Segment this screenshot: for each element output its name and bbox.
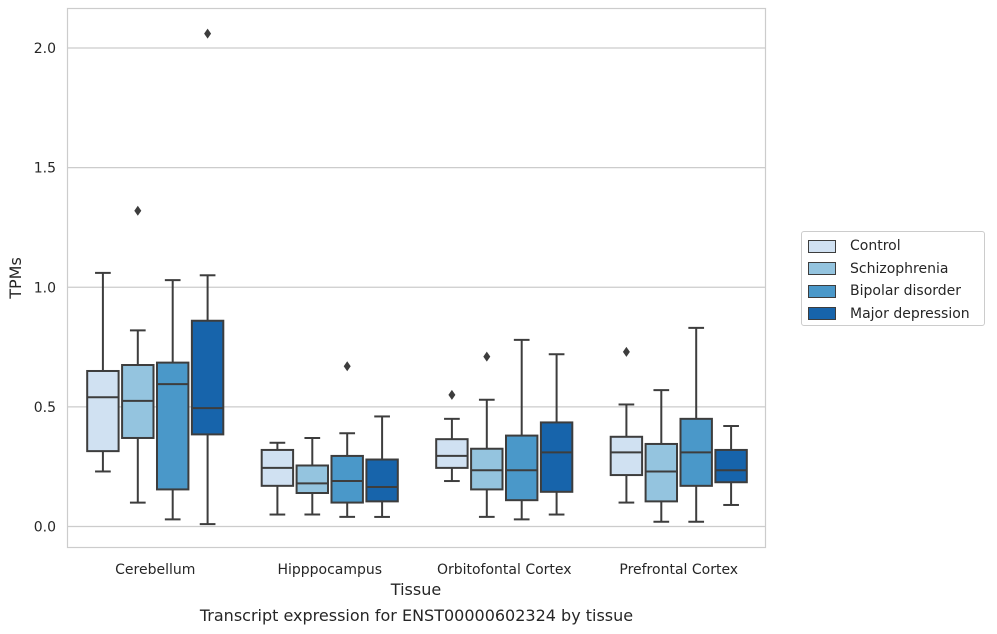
box-plot-groups bbox=[86, 28, 748, 526]
box-plot bbox=[190, 28, 225, 526]
x-tick-label: Prefrontal Cortex bbox=[619, 562, 738, 578]
box-plot bbox=[435, 389, 469, 483]
legend-swatch bbox=[808, 307, 836, 320]
legend-swatch bbox=[808, 284, 836, 298]
box-plot bbox=[365, 415, 399, 518]
outlier-marker bbox=[343, 361, 351, 372]
legend-item: Bipolar disorder bbox=[808, 281, 961, 301]
outlier-marker bbox=[622, 346, 630, 357]
box-iqr bbox=[155, 361, 190, 491]
box-plot bbox=[470, 351, 504, 518]
box-plot bbox=[86, 271, 120, 473]
x-tick-label: Orbitofontal Cortex bbox=[437, 562, 572, 578]
legend-label: Control bbox=[850, 238, 901, 254]
box-iqr bbox=[644, 442, 679, 503]
box-iqr bbox=[470, 447, 504, 491]
outlier-marker bbox=[483, 351, 491, 362]
box-iqr bbox=[365, 458, 399, 503]
box-plot bbox=[679, 326, 713, 523]
outlier-marker bbox=[204, 28, 212, 39]
outlier-marker bbox=[448, 389, 456, 400]
legend-swatch bbox=[808, 239, 836, 253]
legend: Control Schizophrenia Bipolar disorder Majo… bbox=[801, 231, 985, 326]
y-tick-label: 0.5 bbox=[34, 400, 56, 416]
box-plot bbox=[644, 389, 679, 523]
box-plot bbox=[330, 361, 364, 518]
box-iqr bbox=[435, 438, 469, 469]
box-iqr bbox=[714, 448, 748, 484]
box-plot bbox=[609, 346, 644, 504]
box-iqr bbox=[609, 435, 644, 477]
box-plot bbox=[260, 441, 295, 516]
box-iqr bbox=[190, 319, 225, 436]
box-plot bbox=[155, 279, 190, 521]
y-tick-label: 2.0 bbox=[34, 41, 56, 57]
y-axis-label: TPMs bbox=[6, 257, 25, 300]
box-iqr bbox=[504, 434, 539, 502]
y-tick-label: 0.0 bbox=[34, 520, 56, 536]
box-plot bbox=[295, 436, 330, 516]
plot-area-frame bbox=[66, 7, 767, 549]
box-iqr bbox=[295, 464, 330, 495]
x-tick-label: Hipppocampus bbox=[277, 562, 382, 578]
box-plot bbox=[714, 425, 748, 506]
chart-caption: Transcript expression for ENST0000060232… bbox=[199, 606, 634, 625]
x-tick-label: Cerebellum bbox=[115, 562, 195, 578]
y-tick-label: 1.5 bbox=[34, 161, 56, 177]
legend-label: Major depression bbox=[850, 305, 970, 322]
box-iqr bbox=[330, 454, 364, 504]
x-axis-ticks: Cerebellum Hipppocampus Orbitofontal Corte… bbox=[115, 562, 738, 578]
legend-swatch bbox=[808, 262, 836, 275]
y-tick-label: 1.0 bbox=[34, 280, 56, 296]
outlier-marker bbox=[134, 205, 142, 216]
legend-item: Control bbox=[808, 236, 901, 256]
box-iqr bbox=[86, 369, 120, 453]
box-iqr bbox=[539, 421, 574, 493]
x-axis-label: Tissue bbox=[390, 580, 441, 599]
legend-label: Schizophrenia bbox=[850, 260, 949, 277]
box-plot bbox=[504, 338, 539, 521]
legend-label: Bipolar disorder bbox=[850, 283, 962, 299]
y-axis-ticks: 0.0 0.5 1.0 1.5 2.0 bbox=[34, 41, 56, 536]
legend-item: Schizophrenia bbox=[808, 259, 948, 279]
box-plot bbox=[539, 353, 574, 516]
box-plot bbox=[121, 205, 155, 504]
legend-item: Major depression bbox=[808, 304, 970, 324]
